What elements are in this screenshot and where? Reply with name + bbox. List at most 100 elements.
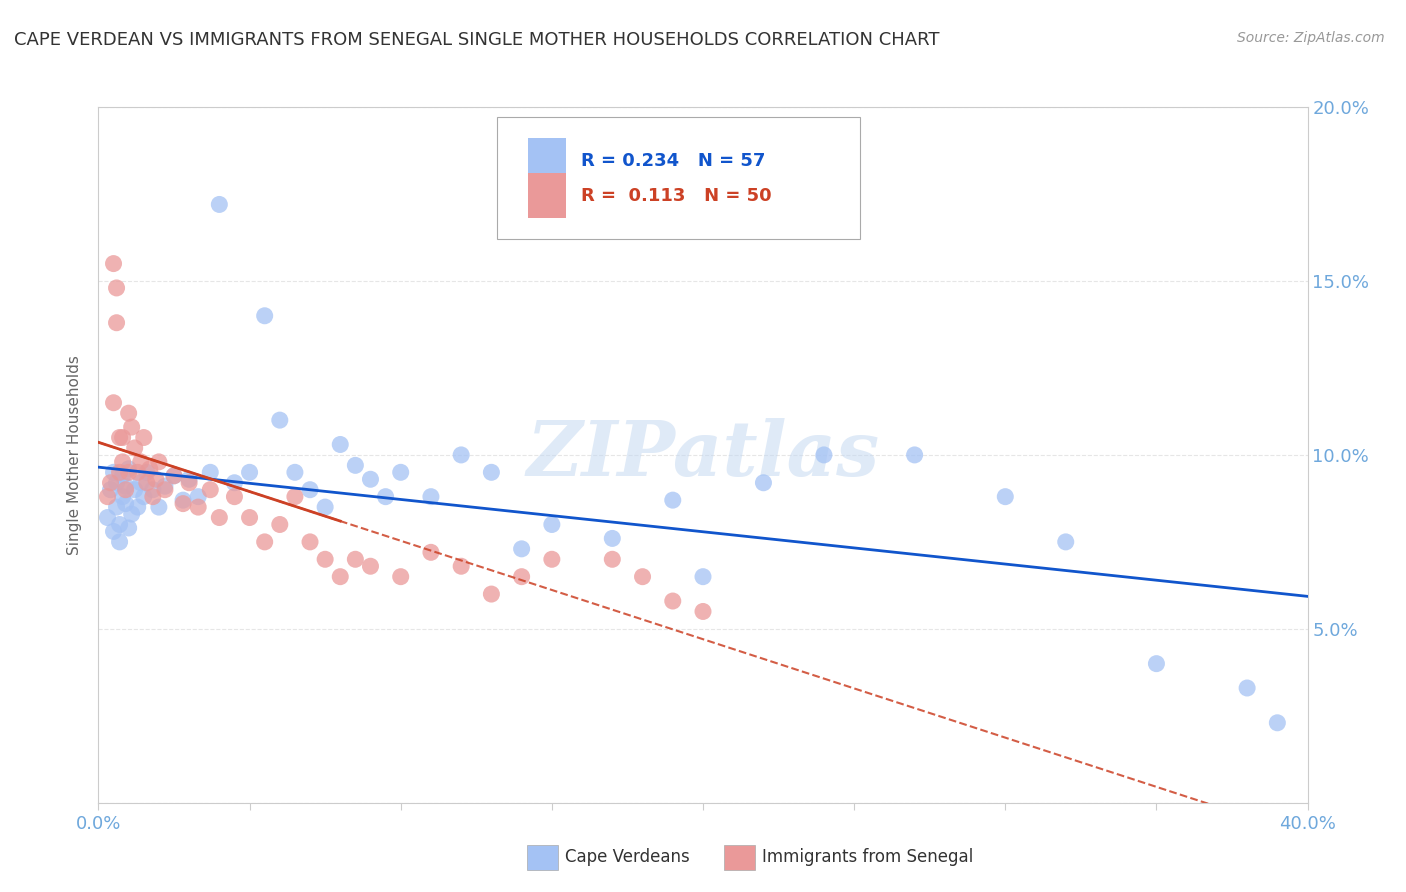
Y-axis label: Single Mother Households: Single Mother Households	[67, 355, 83, 555]
Point	[111, 468, 134, 483]
Point	[108, 534, 131, 549]
Point	[208, 197, 231, 211]
Point	[224, 490, 246, 504]
Text: CAPE VERDEAN VS IMMIGRANTS FROM SENEGAL SINGLE MOTHER HOUSEHOLDS CORRELATION CHA: CAPE VERDEAN VS IMMIGRANTS FROM SENEGAL …	[14, 31, 939, 49]
Point	[284, 466, 307, 480]
Point	[124, 441, 146, 455]
Point	[103, 395, 125, 409]
Point	[200, 483, 222, 497]
Point	[450, 559, 472, 574]
Point	[135, 466, 157, 480]
Point	[329, 437, 352, 451]
Point	[148, 500, 170, 514]
Text: Source: ZipAtlas.com: Source: ZipAtlas.com	[1237, 31, 1385, 45]
Point	[105, 281, 128, 295]
Point	[344, 458, 367, 473]
Point	[103, 466, 125, 480]
Point	[105, 500, 128, 514]
Point	[631, 570, 654, 584]
Point	[121, 420, 143, 434]
Point	[1236, 681, 1258, 695]
Point	[329, 570, 352, 584]
Text: ZIPatlas: ZIPatlas	[526, 418, 880, 491]
Point	[692, 605, 714, 619]
Point	[148, 455, 170, 469]
Point	[208, 510, 231, 524]
Point	[187, 500, 209, 514]
FancyBboxPatch shape	[527, 138, 567, 184]
Point	[374, 490, 396, 504]
Point	[127, 466, 149, 480]
Point	[450, 448, 472, 462]
Point	[692, 570, 714, 584]
Point	[105, 475, 128, 490]
FancyBboxPatch shape	[498, 118, 860, 239]
Point	[163, 468, 186, 483]
Point	[124, 483, 146, 497]
Point	[314, 552, 336, 566]
Point	[145, 472, 167, 486]
Point	[163, 468, 186, 483]
FancyBboxPatch shape	[527, 173, 567, 219]
Point	[389, 466, 412, 480]
Text: R = 0.234   N = 57: R = 0.234 N = 57	[581, 152, 765, 170]
Point	[1144, 657, 1167, 671]
Point	[118, 466, 141, 480]
Point	[96, 490, 118, 504]
Point	[132, 430, 155, 444]
Point	[389, 570, 412, 584]
Point	[153, 483, 176, 497]
Point	[314, 500, 336, 514]
Point	[661, 594, 683, 608]
Point	[253, 534, 276, 549]
Point	[142, 490, 165, 504]
Text: Immigrants from Senegal: Immigrants from Senegal	[762, 848, 973, 866]
Point	[239, 466, 262, 480]
Point	[420, 545, 443, 559]
Point	[253, 309, 276, 323]
Point	[269, 517, 291, 532]
Point	[103, 524, 125, 539]
Point	[481, 587, 503, 601]
Point	[118, 462, 141, 476]
Point	[127, 500, 149, 514]
Point	[111, 455, 134, 469]
Point	[114, 483, 136, 497]
Point	[114, 479, 136, 493]
Point	[135, 475, 157, 490]
Point	[540, 517, 562, 532]
Point	[172, 497, 194, 511]
Point	[360, 559, 382, 574]
Point	[100, 483, 122, 497]
Point	[904, 448, 927, 462]
Point	[1267, 715, 1289, 730]
Point	[813, 448, 835, 462]
Point	[299, 483, 322, 497]
Point	[269, 413, 291, 427]
Point	[129, 455, 152, 469]
Point	[540, 552, 562, 566]
Point	[111, 430, 134, 444]
Point	[121, 507, 143, 521]
Text: Cape Verdeans: Cape Verdeans	[565, 848, 690, 866]
Point	[118, 521, 141, 535]
Point	[239, 510, 262, 524]
Point	[105, 316, 128, 330]
Point	[118, 406, 141, 420]
Point	[510, 570, 533, 584]
Point	[510, 541, 533, 556]
Point	[96, 510, 118, 524]
Point	[481, 466, 503, 480]
Point	[344, 552, 367, 566]
Point	[108, 430, 131, 444]
Point	[299, 534, 322, 549]
Text: R =  0.113   N = 50: R = 0.113 N = 50	[581, 186, 772, 205]
Point	[114, 497, 136, 511]
Point	[420, 490, 443, 504]
Point	[100, 475, 122, 490]
Point	[129, 475, 152, 490]
Point	[103, 257, 125, 271]
Point	[284, 490, 307, 504]
Point	[139, 462, 162, 476]
Point	[994, 490, 1017, 504]
